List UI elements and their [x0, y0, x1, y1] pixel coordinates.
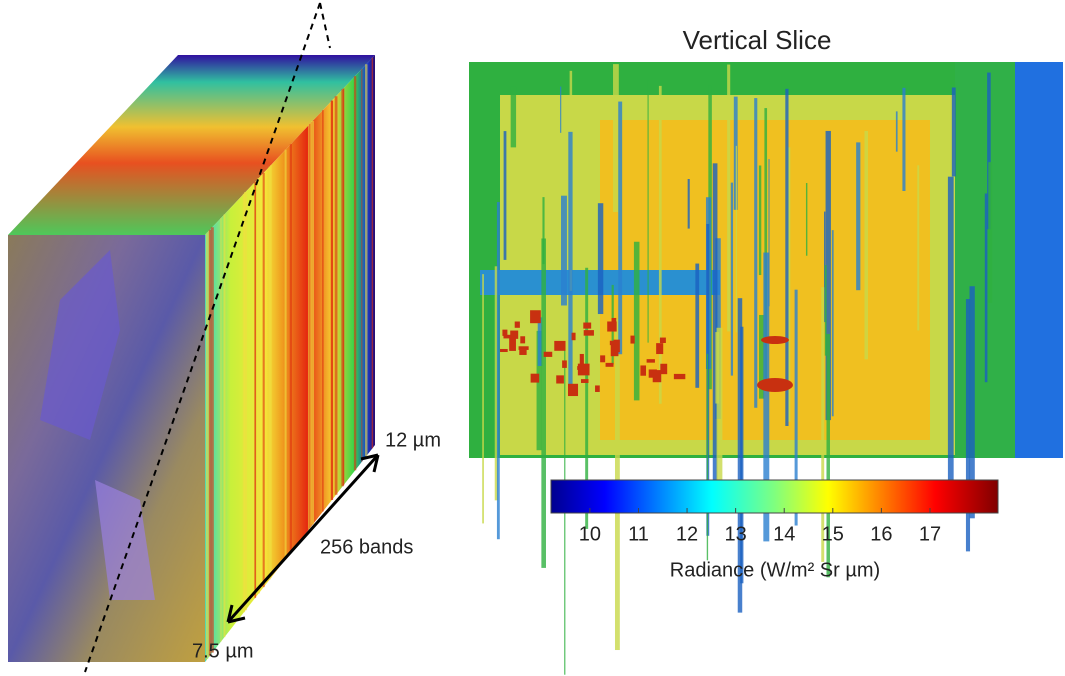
- colorbar-tick-label: 17: [919, 523, 941, 545]
- slice-hot: [554, 341, 565, 351]
- slice-stripe: [634, 242, 640, 401]
- slice-stripe: [988, 162, 992, 303]
- slice-hot: [530, 310, 541, 323]
- slice-stripe: [966, 299, 970, 551]
- slice-hot: [640, 365, 646, 375]
- colorbar-tick-label: 12: [676, 523, 698, 545]
- slice-hot: [656, 343, 663, 354]
- slice-stripe: [541, 238, 546, 567]
- slice-title: Vertical Slice: [683, 25, 832, 55]
- slice-stripe: [561, 196, 567, 306]
- slice-stripe: [560, 87, 561, 133]
- colorbar: [551, 480, 998, 513]
- figure: 12 µm 256 bands 7.5 µm Vertical Slice 10…: [0, 0, 1065, 676]
- colorbar-tick-label: 14: [773, 523, 795, 545]
- slice-stripe: [648, 80, 649, 342]
- slice-hot: [562, 360, 567, 367]
- slice-hot: [660, 338, 666, 343]
- slice-stripe: [618, 102, 622, 355]
- slice-hot: [761, 336, 789, 344]
- slice-stripe: [482, 274, 484, 523]
- slice-hot: [584, 330, 594, 336]
- slice-hot: [630, 336, 634, 344]
- slice-stripe: [952, 88, 956, 177]
- slice-stripe: [754, 98, 757, 408]
- colorbar-label: Radiance (W/m² Sr µm): [670, 559, 880, 581]
- slice-hot: [502, 330, 507, 336]
- slice-stripe: [902, 88, 905, 191]
- slice-stripe: [736, 146, 737, 332]
- slice-hot: [581, 379, 589, 383]
- slice-hot: [580, 354, 584, 365]
- colorbar-tick-label: 11: [628, 523, 649, 545]
- annotation: 12 µm: [385, 429, 441, 451]
- slice-stripe: [785, 89, 788, 426]
- slice-stripe: [504, 131, 507, 260]
- slice-image: [480, 62, 1063, 675]
- colorbar-tick-label: 16: [870, 523, 892, 545]
- slice-hot: [607, 321, 616, 331]
- slice-hot: [600, 355, 605, 362]
- slice-stripe: [759, 166, 761, 276]
- slice-stripe: [917, 165, 919, 330]
- slice-stripe: [695, 264, 699, 388]
- slice-plane-line: [320, 3, 330, 48]
- slice-stripe: [715, 332, 719, 403]
- slice-stripe: [511, 87, 516, 148]
- slice-stripe: [821, 287, 824, 562]
- slice-stripe: [577, 156, 581, 202]
- slice-hot: [595, 385, 600, 392]
- slice-hot: [583, 323, 591, 329]
- slice-hot: [577, 366, 587, 370]
- slice-hot: [653, 370, 662, 382]
- slice-stripe: [825, 265, 827, 356]
- slice-hot: [568, 384, 578, 396]
- slice-stripe: [659, 86, 662, 404]
- slice-hot: [510, 331, 518, 339]
- slice-stripe: [598, 203, 603, 314]
- colorbar-tick-label: 15: [822, 523, 844, 545]
- slice-hot: [500, 349, 508, 352]
- slice-hot: [515, 322, 520, 328]
- slice-stripe: [568, 132, 572, 394]
- colorbar-tick-label: 13: [725, 523, 747, 545]
- slice-hot: [572, 333, 576, 341]
- slice-hot: [520, 336, 525, 343]
- slice-stripe: [688, 179, 690, 229]
- slice-stripe: [856, 142, 860, 290]
- slice-hot: [606, 363, 614, 367]
- slice-stripe: [806, 183, 807, 256]
- slice-hot: [544, 352, 553, 357]
- slice-stripe: [731, 183, 733, 376]
- annotation: 256 bands: [320, 536, 413, 558]
- slice-hot: [531, 374, 540, 383]
- slice-hot: [611, 345, 619, 357]
- slice-hot: [674, 374, 685, 379]
- slice-hot: [519, 346, 529, 350]
- slice-region: [1015, 62, 1063, 458]
- slice-stripe: [865, 131, 868, 359]
- slice-stripe: [727, 65, 730, 332]
- slice-stripe: [832, 230, 834, 416]
- slice-hot: [660, 364, 667, 374]
- slice-stripe: [497, 202, 500, 539]
- slice-stripe: [707, 354, 708, 560]
- slice-hot: [757, 378, 793, 392]
- colorbar-ticks: 10 11 12 13 14 15 16 17: [579, 508, 941, 545]
- slice-hot: [647, 359, 655, 363]
- annotation: 7.5 µm: [192, 640, 254, 662]
- slice-stripe: [948, 177, 954, 501]
- slice-hot: [519, 350, 526, 355]
- slice-stripe: [613, 64, 619, 212]
- slice-hot: [556, 375, 564, 383]
- slice-hot: [509, 338, 516, 351]
- slice-stripe: [734, 97, 738, 210]
- slice-stripe: [896, 111, 898, 151]
- slice-stripe: [985, 193, 988, 382]
- colorbar-tick-label: 10: [579, 523, 601, 545]
